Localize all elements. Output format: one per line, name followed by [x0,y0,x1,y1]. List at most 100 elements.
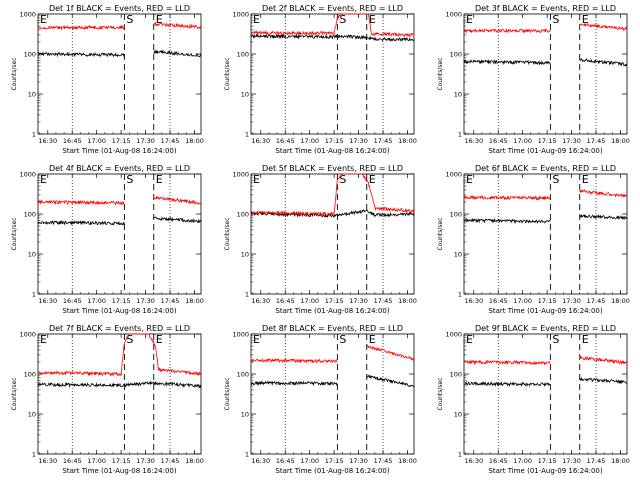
series-line-lld [366,344,415,361]
x-tick-label: 16:30 [464,297,483,305]
series-line-lld [153,21,202,30]
y-tick-label: 100 [24,211,36,219]
series-line-lld [250,173,415,217]
y-axis-label: Counts/sec [224,377,231,410]
series-line-lld [250,13,415,38]
plot-frame [250,173,415,295]
x-tick-label: 16:30 [464,457,483,465]
y-tick-label: 100 [24,371,36,379]
x-tick-label: 16:45 [276,297,295,305]
y-tick-label: 1 [245,131,249,139]
x-tick-label: 17:30 [136,137,155,145]
plot-frame [463,333,628,455]
marker-label-s: S [339,13,346,26]
panel-title: Det 7f BLACK = Events, RED = LLD [49,324,190,333]
y-tick-label: 1000 [445,11,462,19]
panel-4: Det 4f BLACK = Events, RED = LLD 16:30 16:… [11,164,204,315]
panel-title: Det 4f BLACK = Events, RED = LLD [49,164,190,173]
marker-label-s: S [552,333,559,346]
series-line-lld [579,355,628,365]
y-tick-label: 10 [241,91,249,99]
marker-label-e-left: E [253,173,260,186]
panel-title: Det 5f BLACK = Events, RED = LLD [262,164,403,173]
marker-label-e: E [582,333,589,346]
series-line-events [37,219,125,226]
x-tick-label: 17:15 [112,137,131,145]
x-axis-label: Start Time (01-Aug-08 16:24:00) [62,307,176,315]
y-tick-label: 1 [32,131,36,139]
marker-label-s: S [126,333,133,346]
x-axis-label: Start Time (01-Aug-09 16:24:00) [488,147,602,155]
x-tick-label: 17:00 [513,457,532,465]
y-axis-label: Counts/sec [437,377,444,410]
series-line-events [463,217,551,224]
x-tick-label: 16:45 [489,457,508,465]
x-tick-label: 18:00 [398,137,417,145]
x-tick-label: 16:45 [489,137,508,145]
x-tick-label: 17:15 [325,297,344,305]
x-tick-label: 17:45 [161,297,180,305]
marker-label-e: E [369,333,376,346]
series-line-events [579,213,628,221]
panel-3: Det 3f BLACK = Events, RED = LLD 16:30 16:… [437,4,630,155]
marker-label-e-left: E [253,13,260,26]
x-tick-label: 17:30 [562,297,581,305]
series-line-lld [579,22,628,32]
series-line-events [579,377,628,385]
series-line-events [579,57,628,67]
x-tick-label: 17:45 [374,457,393,465]
series-line-lld [37,333,201,377]
series-line-events [37,380,202,389]
panel-title: Det 2f BLACK = Events, RED = LLD [262,4,403,13]
x-tick-label: 18:00 [611,457,630,465]
y-tick-label: 1000 [445,171,462,179]
x-tick-label: 17:00 [300,137,319,145]
series-line-lld [153,195,202,205]
y-axis-label: Counts/sec [437,217,444,250]
x-axis-label: Start Time (01-Aug-08 16:24:00) [275,307,389,315]
plot-frame [37,333,202,455]
series-line-lld [579,189,628,198]
plot-frame [250,333,415,455]
x-tick-label: 17:00 [300,297,319,305]
y-tick-label: 1000 [232,171,249,179]
y-tick-label: 100 [237,51,249,59]
x-tick-label: 17:45 [374,137,393,145]
y-tick-label: 100 [237,371,249,379]
x-axis-label: Start Time (01-Aug-08 16:24:00) [62,147,176,155]
y-tick-label: 1000 [232,11,249,19]
x-tick-label: 17:15 [538,137,557,145]
x-tick-label: 17:30 [562,457,581,465]
x-axis-label: Start Time (01-Aug-08 16:24:00) [275,147,389,155]
x-tick-label: 17:45 [587,137,606,145]
y-tick-label: 100 [450,371,462,379]
x-tick-label: 17:30 [136,297,155,305]
y-tick-label: 1 [32,291,36,299]
panel-title: Det 1f BLACK = Events, RED = LLD [49,4,190,13]
marker-label-s: S [126,13,133,26]
series-line-events [366,374,415,388]
y-tick-label: 1 [458,451,462,459]
plot-frame [37,13,202,135]
x-tick-label: 17:45 [587,457,606,465]
marker-label-e-left: E [253,333,260,346]
y-tick-label: 10 [241,411,249,419]
x-tick-label: 17:30 [349,137,368,145]
x-tick-label: 17:45 [161,137,180,145]
y-axis-label: Counts/sec [11,217,18,250]
marker-label-e: E [156,333,163,346]
plot-frame [463,13,628,135]
x-tick-label: 17:00 [87,297,106,305]
panel-title: Det 8f BLACK = Events, RED = LLD [262,324,403,333]
x-tick-label: 17:00 [513,137,532,145]
series-line-lld [250,358,338,364]
x-tick-label: 17:30 [562,137,581,145]
x-axis-label: Start Time (01-Aug-08 16:24:00) [275,467,389,475]
marker-label-e: E [369,13,376,26]
marker-label-s: S [339,173,346,186]
y-axis-label: Counts/sec [11,377,18,410]
y-tick-label: 100 [450,51,462,59]
marker-label-e-left: E [466,333,473,346]
marker-label-e-left: E [466,173,473,186]
y-tick-label: 1000 [445,331,462,339]
